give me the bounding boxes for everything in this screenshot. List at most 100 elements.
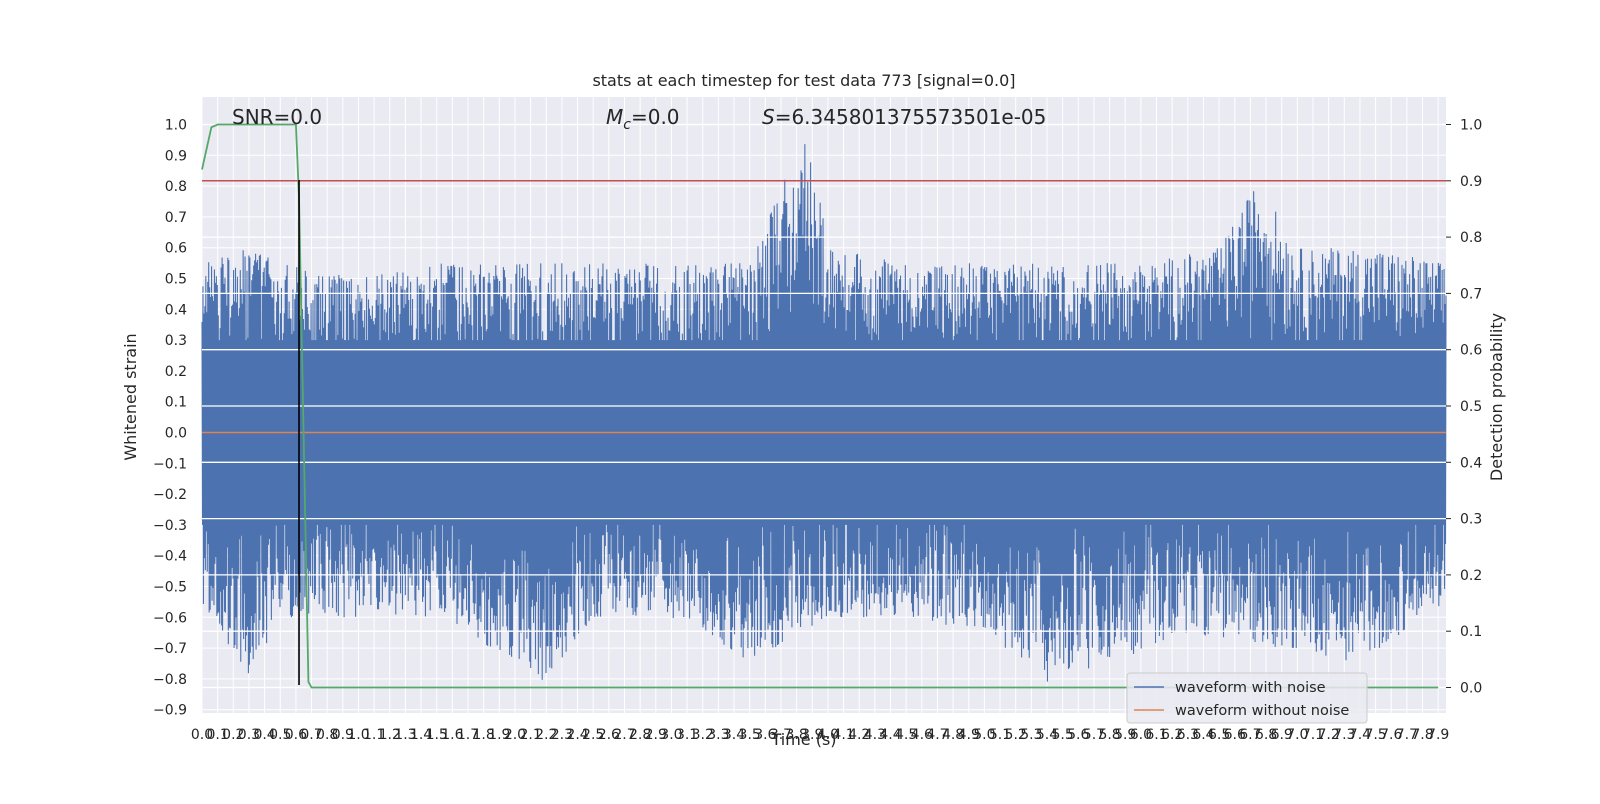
series-layer [201, 123, 1447, 689]
x-tick-label: 4.3 [864, 727, 886, 743]
y2-tick-label: 0.5 [1460, 399, 1482, 415]
x-tick-label: 2.0 [504, 727, 526, 743]
x-tick-label: 3.4 [723, 727, 745, 743]
x-tick-label: 4.7 [926, 727, 948, 743]
x-tick-label: 2.4 [566, 727, 588, 743]
chirp-mass-value: =0.0 [631, 105, 680, 129]
x-axis-label: Time (s) [770, 730, 836, 749]
x-tick-label: 6.0 [1130, 727, 1152, 743]
snr-annotation: SNR=0.0 [232, 105, 322, 129]
x-tick-label: 0.5 [269, 727, 291, 743]
x-tick-label: 4.5 [895, 727, 917, 743]
x-tick-label: 2.8 [629, 727, 651, 743]
y2-tick-label: 0.6 [1460, 343, 1482, 359]
x-tick-label: 7.2 [1318, 727, 1340, 743]
x-tick-label: 6.7 [1239, 727, 1261, 743]
x-tick-label: 2.3 [551, 727, 573, 743]
x-tick-label: 4.9 [958, 727, 980, 743]
x-tick-label: 6.1 [1145, 727, 1167, 743]
x-tick-label: 1.6 [441, 727, 463, 743]
x-tick-label: 2.7 [613, 727, 635, 743]
y-tick-label: −0.4 [153, 549, 187, 565]
y-tick-label: 0.3 [165, 333, 187, 349]
x-tick-label: 7.0 [1286, 727, 1308, 743]
chart-title: stats at each timestep for test data 773… [592, 71, 1015, 90]
y-tick-label: 0.8 [165, 179, 187, 195]
x-tick-label: 7.7 [1396, 727, 1418, 743]
x-tick-label: 4.6 [911, 727, 933, 743]
y2-tick-label: 0.3 [1460, 512, 1482, 528]
y2-tick-label: 0.8 [1460, 230, 1482, 246]
y2-tick-label: 0.0 [1460, 681, 1482, 697]
x-tick-label: 2.9 [645, 727, 667, 743]
y-tick-label: 0.2 [165, 364, 187, 380]
y-tick-label: −0.1 [153, 456, 187, 472]
y-tick-label: 0.9 [165, 148, 187, 164]
legend-label-clean: waveform without noise [1175, 703, 1349, 719]
x-tick-label: 3.5 [739, 727, 761, 743]
chirp-mass-annotation: Mc=0.0 [606, 105, 680, 133]
x-tick-label: 0.7 [300, 727, 322, 743]
x-tick-label: 2.6 [598, 727, 620, 743]
y-tick-label: 0.6 [165, 241, 187, 257]
x-tick-label: 5.7 [1083, 727, 1105, 743]
y2-tick-label: 0.4 [1460, 455, 1482, 471]
x-tick-label: 2.1 [519, 727, 541, 743]
x-tick-label: 5.0 [973, 727, 995, 743]
s-value: =6.345801375573501e-05 [775, 105, 1047, 129]
y-tick-label: −0.2 [153, 487, 187, 503]
x-tick-label: 0.8 [316, 727, 338, 743]
x-tick-label: 3.1 [676, 727, 698, 743]
s-annotation: S=6.345801375573501e-05 [762, 105, 1046, 129]
legend: waveform with noise waveform without noi… [1126, 672, 1368, 724]
x-tick-label: 5.5 [1051, 727, 1073, 743]
x-tick-label: 1.8 [473, 727, 495, 743]
x-tick-label: 2.2 [535, 727, 557, 743]
x-tick-label: 1.3 [394, 727, 416, 743]
x-tick-label: 0.9 [332, 727, 354, 743]
x-tick-label: 3.0 [660, 727, 682, 743]
s-symbol: S [762, 105, 775, 129]
y2-tick-label: 0.2 [1460, 568, 1482, 584]
x-tick-label: 3.9 [801, 727, 823, 743]
x-tick-label: 3.6 [754, 727, 776, 743]
x-tick-label: 7.3 [1333, 727, 1355, 743]
x-tick-label: 1.0 [347, 727, 369, 743]
x-tick-label: 3.3 [707, 727, 729, 743]
x-tick-label: 6.2 [1161, 727, 1183, 743]
x-tick-label: 7.8 [1411, 727, 1433, 743]
x-tick-label: 1.2 [379, 727, 401, 743]
x-tick-label: 3.8 [785, 727, 807, 743]
chirp-mass-subscript: c [623, 117, 631, 133]
x-tick-label: 1.4 [410, 727, 432, 743]
x-tick-label: 5.2 [1005, 727, 1027, 743]
x-tick-label: 5.3 [1020, 727, 1042, 743]
x-tick-label: 6.3 [1177, 727, 1199, 743]
x-tick-label: 1.9 [488, 727, 510, 743]
tick-labels: 0.00.10.20.30.40.50.60.70.80.91.01.11.21… [153, 118, 1482, 744]
y-tick-label: −0.8 [153, 672, 187, 688]
x-tick-label: 5.6 [1067, 727, 1089, 743]
y-tick-label: 0.5 [165, 272, 187, 288]
y-tick-label: 0.7 [165, 210, 187, 226]
x-tick-label: 3.2 [692, 727, 714, 743]
x-tick-label: 4.1 [832, 727, 854, 743]
x-tick-label: 5.9 [1114, 727, 1136, 743]
x-tick-label: 1.5 [426, 727, 448, 743]
x-tick-label: 7.5 [1364, 727, 1386, 743]
x-tick-label: 5.1 [989, 727, 1011, 743]
x-tick-label: 1.1 [363, 727, 385, 743]
x-tick-label: 5.8 [1098, 727, 1120, 743]
chirp-mass-symbol: M [606, 105, 623, 129]
y-tick-label: 0.1 [165, 395, 187, 411]
legend-label-noise: waveform with noise [1175, 680, 1326, 696]
x-tick-label: 0.3 [238, 727, 260, 743]
y-tick-label: −0.9 [153, 703, 187, 719]
legend-box [1126, 672, 1368, 724]
y-tick-label: −0.3 [153, 518, 187, 534]
x-tick-label: 7.1 [1302, 727, 1324, 743]
x-tick-label: 4.8 [942, 727, 964, 743]
y-tick-label: −0.6 [153, 610, 187, 626]
